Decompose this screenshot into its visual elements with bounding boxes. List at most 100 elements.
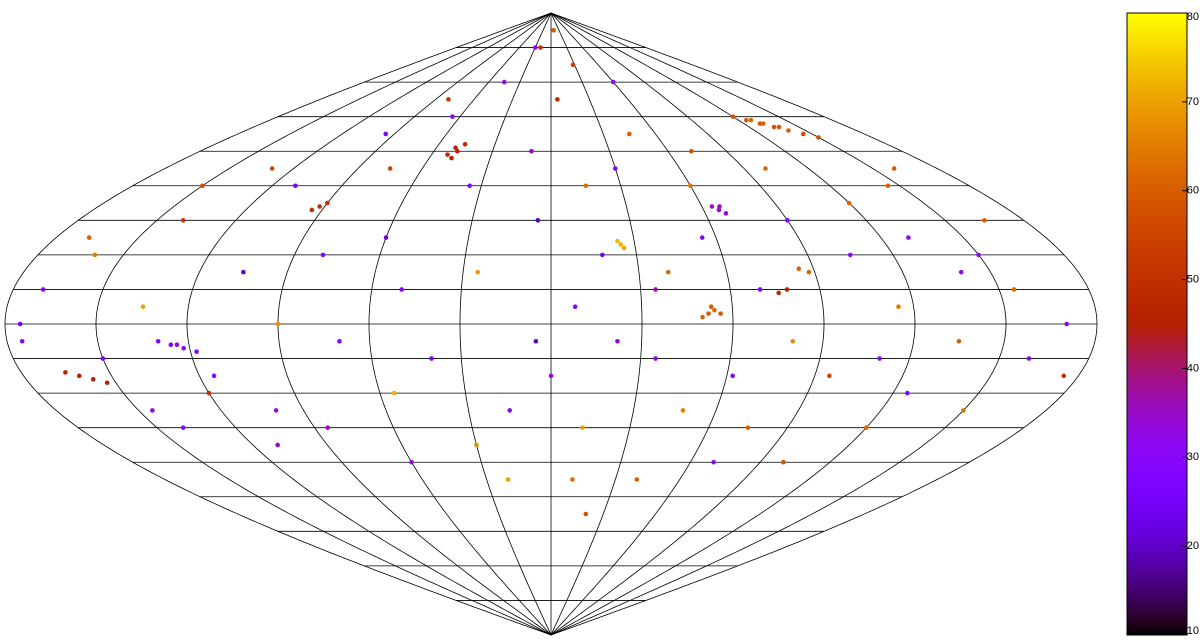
point — [626, 131, 632, 137]
point — [615, 238, 620, 244]
colorbar-tick-label: 30 — [1187, 451, 1199, 463]
point — [709, 204, 715, 209]
point — [776, 124, 782, 130]
point — [325, 200, 330, 206]
point — [275, 442, 280, 448]
point — [505, 477, 511, 482]
colorbar-gradient — [1126, 12, 1188, 636]
point — [181, 345, 186, 351]
point — [760, 121, 766, 126]
point — [551, 27, 556, 33]
point — [211, 373, 217, 379]
point — [391, 390, 397, 396]
point — [982, 218, 987, 223]
point — [446, 97, 451, 102]
point — [757, 121, 763, 126]
point — [275, 321, 281, 327]
colorbar-tick-label: 40 — [1187, 362, 1199, 374]
point — [717, 204, 722, 209]
point — [1064, 321, 1069, 327]
point — [86, 235, 92, 240]
point — [538, 45, 543, 50]
colorbar-tick-label: 60 — [1187, 185, 1199, 197]
point — [555, 97, 560, 102]
point — [699, 235, 705, 240]
point — [621, 245, 627, 251]
point — [885, 183, 891, 189]
point — [958, 269, 964, 275]
point — [535, 218, 541, 223]
point — [745, 425, 751, 430]
point — [712, 307, 717, 313]
point — [700, 314, 705, 320]
point — [90, 376, 96, 382]
point — [600, 252, 605, 258]
point — [816, 135, 821, 140]
point — [763, 166, 768, 171]
point — [827, 373, 832, 379]
point — [961, 408, 966, 413]
point — [445, 152, 450, 157]
point — [40, 287, 46, 292]
point — [409, 459, 414, 465]
point — [613, 166, 618, 171]
point — [462, 142, 468, 147]
point — [337, 338, 342, 344]
point — [863, 425, 869, 430]
point — [708, 304, 714, 310]
point — [155, 338, 161, 344]
point — [706, 311, 711, 316]
point — [896, 304, 901, 310]
point — [748, 117, 754, 123]
point — [847, 252, 853, 258]
point — [846, 200, 852, 206]
point — [570, 477, 575, 482]
point — [583, 183, 589, 189]
point — [529, 148, 534, 154]
point — [781, 459, 786, 465]
point — [453, 145, 458, 151]
point — [383, 131, 389, 137]
point — [533, 338, 539, 344]
colorbar: 10 20 30 40 50 60 70 80 — [1126, 11, 1199, 637]
point — [168, 342, 174, 348]
point — [1061, 373, 1067, 379]
point — [317, 204, 322, 209]
point — [785, 218, 790, 223]
point — [905, 390, 910, 396]
point — [665, 269, 671, 275]
point — [806, 269, 812, 275]
point — [293, 183, 298, 189]
point — [241, 269, 246, 275]
point — [309, 207, 315, 213]
point — [180, 425, 186, 430]
point — [502, 79, 507, 85]
point — [572, 304, 578, 310]
point — [580, 425, 585, 430]
point — [891, 166, 897, 171]
colorbar-tick-label: 20 — [1187, 540, 1199, 552]
point — [174, 342, 180, 348]
point — [757, 287, 763, 292]
point — [200, 183, 205, 189]
point — [730, 373, 735, 379]
point — [618, 242, 624, 247]
point — [19, 338, 25, 344]
point — [383, 235, 389, 240]
point — [800, 131, 806, 137]
point — [718, 311, 723, 316]
point — [194, 349, 199, 354]
point — [273, 408, 279, 413]
point — [776, 290, 781, 296]
point — [450, 114, 455, 119]
point — [906, 235, 911, 240]
point — [92, 252, 98, 258]
point — [475, 269, 481, 275]
point — [723, 211, 729, 216]
colorbar-tick-label: 80 — [1187, 11, 1199, 23]
point — [689, 148, 694, 154]
point — [1011, 287, 1017, 292]
point — [688, 183, 693, 189]
colorbar-tick-label: 10 — [1187, 625, 1199, 637]
point — [269, 166, 275, 171]
